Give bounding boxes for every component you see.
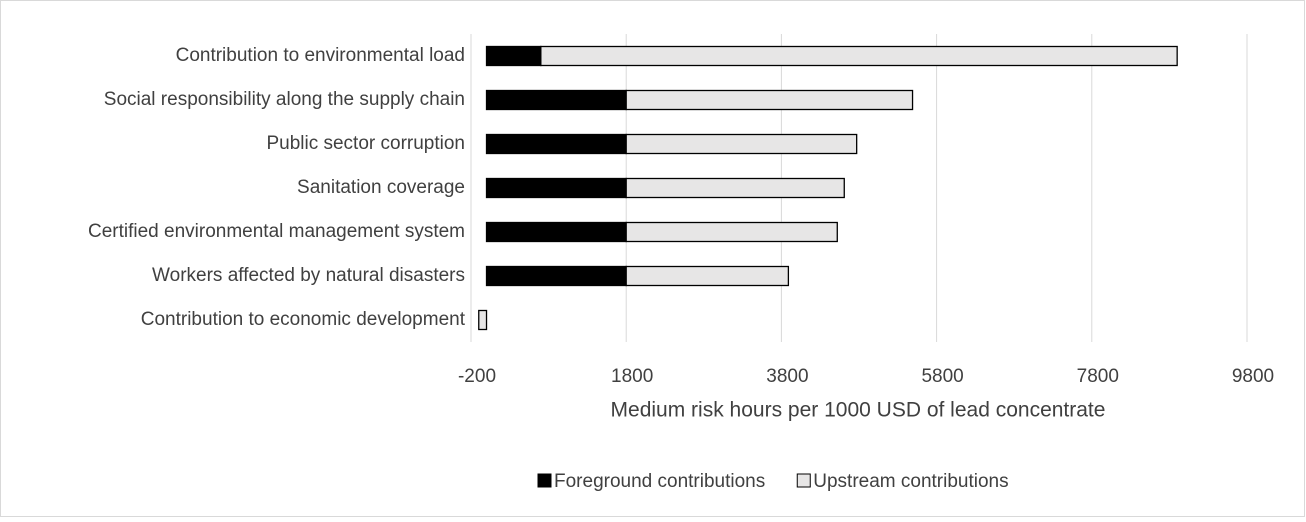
legend-label: Foreground contributions (554, 471, 765, 492)
y-tick-label: Certified environmental management syste… (88, 221, 465, 242)
y-tick-label: Sanitation coverage (297, 177, 465, 198)
bar-segment (478, 309, 488, 331)
bar-segment (625, 177, 845, 199)
y-tick-label: Public sector corruption (266, 133, 465, 154)
x-tick-label: 5800 (921, 366, 963, 387)
bar-segment (625, 265, 790, 287)
legend-swatch (796, 473, 811, 488)
x-tick-label: 9800 (1232, 366, 1274, 387)
bar-segment (540, 45, 1178, 67)
bar-segment (485, 133, 627, 155)
bar-segment (625, 221, 838, 243)
legend-label: Upstream contributions (813, 471, 1008, 492)
bar-segment (485, 177, 627, 199)
legend-swatch (537, 473, 552, 488)
bar-segment (485, 221, 627, 243)
bar-segment (625, 133, 858, 155)
x-tick-label: 3800 (766, 366, 808, 387)
x-tick-label: 1800 (611, 366, 653, 387)
y-tick-label: Workers affected by natural disasters (152, 265, 465, 286)
x-tick-label: 7800 (1077, 366, 1119, 387)
y-tick-label: Social responsibility along the supply c… (104, 89, 465, 110)
x-axis-title: Medium risk hours per 1000 USD of lead c… (611, 399, 1106, 422)
bar-segment (485, 89, 627, 111)
y-tick-label: Contribution to environmental load (176, 45, 465, 66)
bar-segment (485, 265, 627, 287)
y-tick-label: Contribution to economic development (141, 309, 466, 330)
bar-segment (485, 45, 542, 67)
bar-segment (625, 89, 914, 111)
x-tick-label: -200 (458, 366, 496, 387)
